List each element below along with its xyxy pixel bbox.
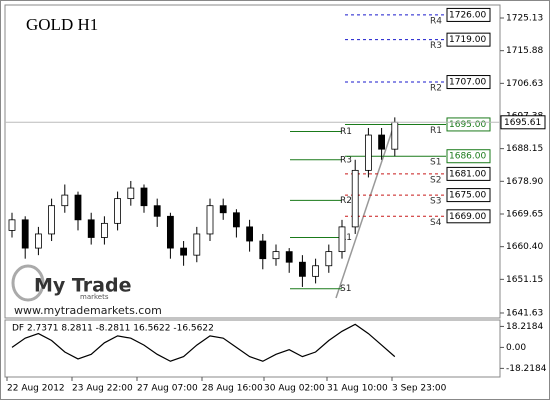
- candle-body: [259, 240, 267, 260]
- x-tick-label: 23 Aug 22:00: [72, 384, 133, 394]
- level-box: [446, 7, 491, 22]
- old-level-name: R1: [340, 233, 352, 243]
- candle-body: [166, 215, 174, 249]
- y-tick-label: 1660.40: [506, 242, 543, 252]
- candle-body: [127, 187, 135, 200]
- y-tick-label: 1688.15: [506, 144, 543, 154]
- level-label: 1669.00: [449, 212, 486, 222]
- x-tick-label: 30 Aug 02:00: [264, 384, 325, 394]
- level-name: R1: [430, 126, 442, 136]
- candle-body: [232, 212, 240, 228]
- level-label: 1719.00: [449, 35, 486, 45]
- candle-body: [364, 134, 372, 171]
- candle-body: [206, 205, 214, 235]
- current-price-label: 1695.61: [504, 118, 541, 128]
- candle-body: [338, 226, 346, 253]
- logo-url: www.mytrademarkets.com: [14, 304, 162, 317]
- candle-body: [35, 233, 42, 249]
- indicator-tick-label: 0.00: [506, 343, 526, 353]
- level-box: [446, 149, 491, 164]
- candle-body: [246, 226, 254, 242]
- level-label: 1675.00: [449, 191, 486, 201]
- x-tick-label: 28 Aug 16:00: [202, 384, 263, 394]
- level-name: S1: [430, 158, 441, 168]
- trend-line: [335, 121, 396, 299]
- level-box: [446, 75, 491, 90]
- indicator-tick-label: -18.2184: [506, 364, 547, 374]
- y-tick-label: 1725.13: [506, 14, 543, 24]
- level-name: S4: [430, 218, 442, 228]
- level-box: [446, 209, 491, 224]
- indicator-pane: [4, 319, 501, 378]
- chart-title: GOLD H1: [26, 15, 98, 34]
- y-tick-label: 1651.15: [506, 275, 543, 285]
- candle-body: [74, 194, 82, 221]
- level-name: R4: [430, 16, 442, 26]
- y-tick-label: 1706.63: [506, 79, 543, 89]
- old-level-name: R2: [340, 196, 352, 206]
- y-tick-label: 1678.90: [506, 177, 543, 187]
- main-pane: [4, 4, 501, 319]
- level-name: S2: [430, 175, 441, 185]
- level-box: [446, 117, 491, 132]
- candle-body: [391, 121, 399, 150]
- candle-body: [8, 219, 16, 231]
- candle-body: [114, 198, 121, 224]
- candle-body: [61, 194, 69, 207]
- candle-body: [153, 205, 161, 217]
- candle-body: [351, 169, 359, 228]
- old-level-name: R3: [340, 155, 352, 165]
- y-tick-label: 1715.88: [506, 46, 543, 56]
- level-label: 1707.00: [449, 78, 486, 88]
- candle-body: [101, 222, 108, 238]
- x-tick-label: 31 Aug 10:00: [327, 384, 388, 394]
- candle-body: [87, 219, 95, 238]
- candle-body: [285, 251, 293, 263]
- candle-body: [312, 265, 320, 277]
- level-box: [446, 166, 491, 181]
- level-box: [446, 32, 491, 47]
- level-label: 1726.00: [449, 10, 486, 20]
- candle-body: [48, 205, 55, 235]
- level-label: 1681.00: [449, 169, 486, 179]
- candle-body: [378, 134, 386, 150]
- candle-body: [180, 247, 188, 256]
- y-tick-label: 1669.65: [506, 209, 543, 219]
- x-tick-label: 27 Aug 07:00: [137, 384, 198, 394]
- x-tick-label: 22 Aug 2012: [7, 384, 65, 394]
- indicator-label: DF 2.7371 8.2811 -8.2811 16.5622 -16.562…: [12, 324, 214, 334]
- level-name: R2: [430, 84, 442, 94]
- indicator-tick-label: 18.2184: [506, 322, 543, 332]
- candle-body: [219, 205, 227, 214]
- indicator-line: [11, 323, 396, 362]
- candle-body: [325, 251, 333, 267]
- level-name: R3: [430, 41, 442, 51]
- old-level-name: S1: [340, 284, 351, 294]
- logo-ring: [11, 264, 45, 302]
- level-label: 1695.00: [449, 120, 486, 130]
- logo-name: My Trade: [34, 275, 131, 297]
- old-level-name: R1: [340, 127, 352, 137]
- candle-body: [272, 251, 280, 260]
- candle-body: [298, 261, 306, 277]
- candle-body: [21, 219, 29, 249]
- level-label: 1686.00: [449, 152, 486, 162]
- logo: My Trade markets www.mytrademarkets.com: [11, 264, 162, 317]
- x-tick-label: 3 Sep 23:00: [392, 384, 447, 394]
- level-name: S3: [430, 197, 441, 207]
- candle-body: [140, 187, 148, 207]
- y-tick-label: 1641.63: [506, 308, 543, 318]
- candle-body: [193, 233, 201, 256]
- current-price-box: [500, 115, 546, 130]
- level-box: [446, 188, 491, 203]
- logo-sub: markets: [80, 293, 109, 301]
